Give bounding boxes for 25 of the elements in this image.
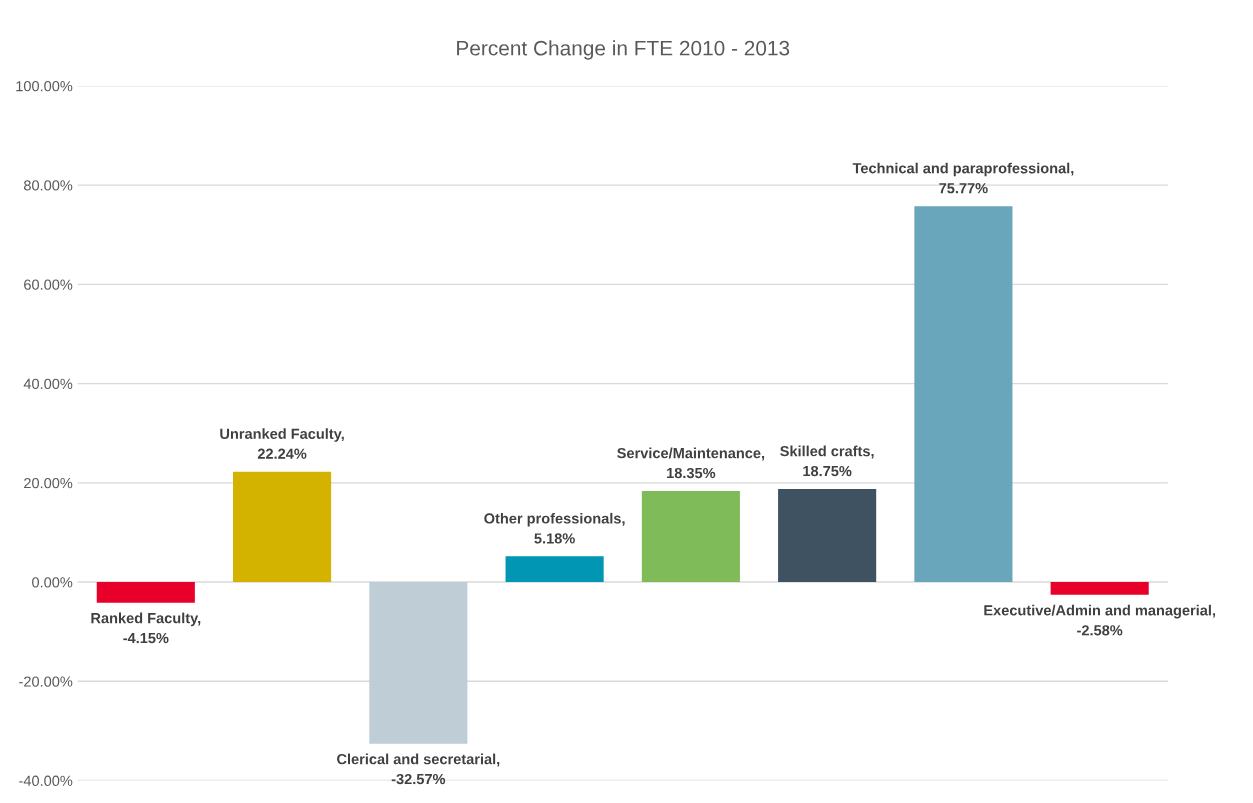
y-tick-label: 0.00% (32, 577, 73, 588)
data-label: Technical and paraprofessional, 75.77% (852, 162, 1074, 194)
data-label: Clerical and secretarial, -32.57% (337, 753, 500, 785)
bar (1050, 582, 1149, 595)
y-tick-label: 40.00% (23, 378, 73, 390)
bar (369, 582, 468, 744)
data-label: Ranked Faculty, -4.15% (91, 612, 201, 644)
y-tick-label: 80.00% (24, 180, 73, 191)
y-tick-label: 20.00% (24, 477, 73, 489)
bar (641, 491, 740, 583)
data-label: Skilled crafts, 18.75% (780, 445, 874, 477)
bar (914, 206, 1013, 583)
bar (778, 489, 877, 583)
y-tick-label: -20.00% (19, 676, 73, 687)
chart-title: Percent Change in FTE 2010 - 2013 (457, 40, 790, 60)
data-label: Unranked Faculty, 22.24% (220, 428, 344, 459)
y-tick-label: 60.00% (24, 279, 73, 290)
bar (505, 556, 604, 583)
data-label: Other professionals, 5.18% (484, 512, 625, 544)
data-label: Service/Maintenance, 18.35% (617, 447, 765, 479)
data-label: Executive/Admin and managerial, -2.58% (984, 604, 1215, 636)
y-tick-label: -40.00% (19, 775, 73, 786)
y-tick-label: 100.00% (16, 81, 73, 92)
bar (233, 471, 332, 583)
bar (96, 582, 195, 603)
